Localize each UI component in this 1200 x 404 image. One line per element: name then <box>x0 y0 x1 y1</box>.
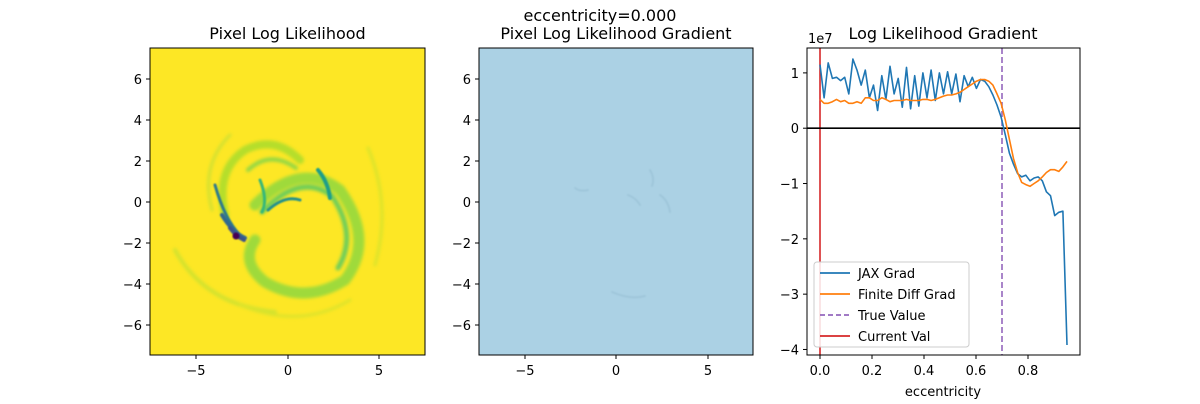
line-chart-y-scale-label: 1e7 <box>808 32 833 47</box>
y-tick-label: −3 <box>780 288 799 303</box>
likelihood-title: Pixel Log Likelihood <box>209 24 365 43</box>
likelihood-x-tick-label: 0 <box>284 364 292 379</box>
likelihood-x-ticks <box>195 355 380 359</box>
figure-suptitle: eccentricity=0.000 <box>524 6 677 25</box>
line-chart-x-axis-label: eccentricity <box>905 385 981 400</box>
gradient-image-y-tick-label: 6 <box>463 73 471 88</box>
gradient-image-y-tick-label: −6 <box>452 319 471 334</box>
gradient-image-panel: Pixel Log Likelihood Gradient −5 0 5 <box>452 24 754 379</box>
likelihood-heatmap-structure <box>173 133 384 318</box>
likelihood-y-tick-label: −6 <box>123 319 142 334</box>
likelihood-y-tick-label: −2 <box>123 237 142 252</box>
gradient-image-faint-structure <box>574 169 671 299</box>
line-chart-axes-frame <box>806 47 1081 356</box>
likelihood-y-tick-label: 4 <box>134 114 142 129</box>
gradient-image-y-tick-label: 0 <box>463 196 471 211</box>
x-tick-label: 0.2 <box>862 364 883 379</box>
y-tick-label: 0 <box>791 122 799 137</box>
legend-label: True Value <box>857 309 925 324</box>
likelihood-y-ticks <box>146 78 150 326</box>
gradient-image-x-ticks <box>524 355 709 359</box>
y-tick-label: 1 <box>791 67 799 82</box>
likelihood-y-tick-label: 6 <box>134 73 142 88</box>
line-chart-panel: Log Likelihood Gradient 1e7 eccentricity… <box>780 24 1081 400</box>
legend-box <box>813 261 970 348</box>
line-chart-title: Log Likelihood Gradient <box>848 24 1037 43</box>
gradient-image-title: Pixel Log Likelihood Gradient <box>500 24 731 43</box>
jax-grad-series-line <box>819 58 1068 346</box>
gradient-image-y-tick-label: −4 <box>452 278 471 293</box>
gradient-image-y-tick-label: 4 <box>463 114 471 129</box>
likelihood-x-tick-label: 5 <box>375 364 383 379</box>
gradient-image-y-ticks <box>475 78 479 326</box>
gradient-image-x-tick-label: 5 <box>704 364 712 379</box>
likelihood-y-tick-label: 0 <box>134 196 142 211</box>
likelihood-x-tick-label: −5 <box>186 364 205 379</box>
x-tick-label: 0.0 <box>810 364 831 379</box>
x-tick-label: 0.4 <box>914 364 935 379</box>
gradient-image-background <box>479 48 753 355</box>
likelihood-panel: Pixel Log Likelihood <box>123 24 426 379</box>
legend-label: Current Val <box>858 330 930 345</box>
likelihood-y-tick-label: −4 <box>123 278 142 293</box>
y-tick-label: −1 <box>780 178 799 193</box>
gradient-image-x-tick-label: −5 <box>515 364 534 379</box>
gradient-image-y-tick-label: 2 <box>463 155 471 170</box>
x-tick-label: 0.6 <box>966 364 987 379</box>
legend-label: JAX Grad <box>857 267 915 282</box>
gradient-image-x-tick-label: 0 <box>612 364 620 379</box>
legend-label: Finite Diff Grad <box>858 288 956 303</box>
x-tick-label: 0.8 <box>1018 364 1039 379</box>
line-chart-plot-area: 0.0 0.2 0.4 0.6 0.8 1 0 −1 −2 −3 −4 JAX Grad Finite … <box>780 47 1081 379</box>
likelihood-image-background <box>150 48 425 355</box>
y-tick-label: −4 <box>780 343 799 358</box>
gradient-image-y-tick-label: −2 <box>452 237 471 252</box>
finite-diff-grad-series-line <box>819 78 1068 188</box>
y-tick-label: −2 <box>780 233 799 248</box>
likelihood-y-tick-label: 2 <box>134 155 142 170</box>
